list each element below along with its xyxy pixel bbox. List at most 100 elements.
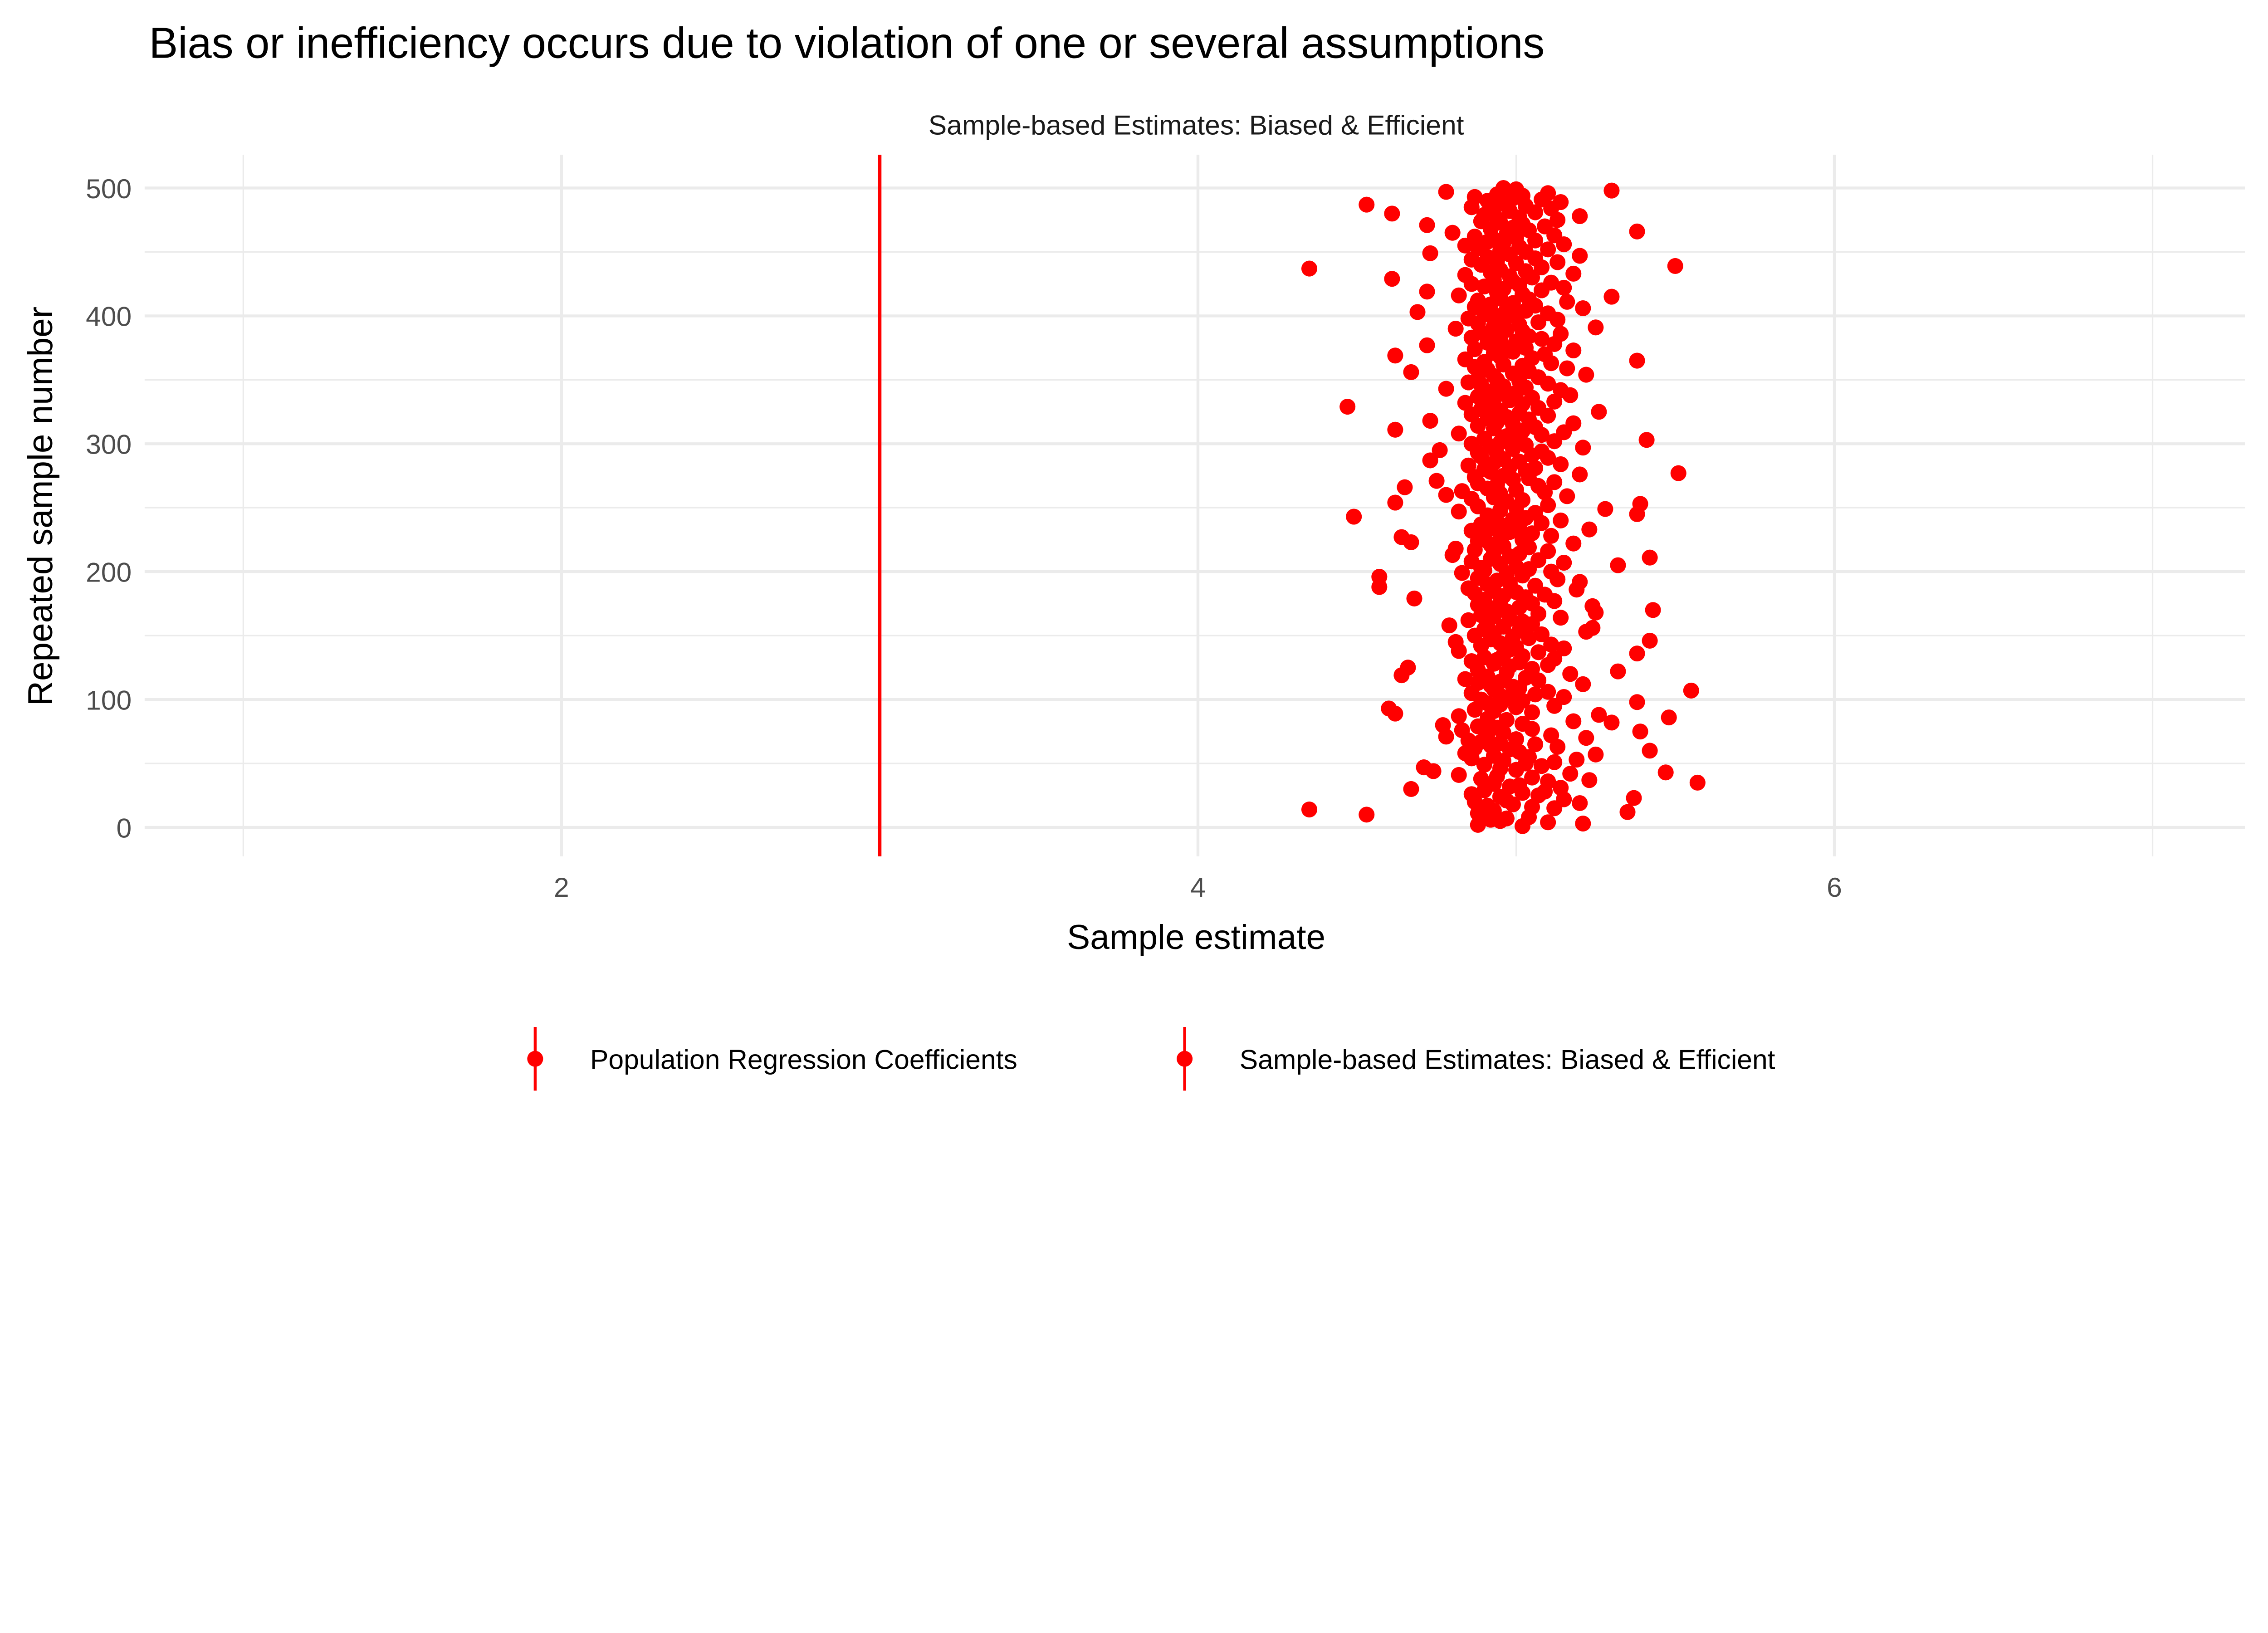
sample-estimate-point [1537,218,1553,235]
sample-estimate-point [1638,432,1655,448]
sample-estimate-point [1543,528,1559,544]
sample-estimate-point [1476,430,1492,447]
sample-estimate-point [1447,540,1464,557]
sample-estimate-point [1543,274,1559,291]
sample-estimate-point [1435,717,1451,733]
sample-estimate-point [1463,653,1480,670]
sample-estimate-point [1581,772,1598,788]
sample-estimate-point [1301,802,1318,818]
sample-estimate-point [1565,342,1582,359]
sample-estimate-point [1514,693,1531,709]
legend-key-point [527,1051,543,1067]
sample-estimate-point [1543,727,1559,743]
y-axis-ticks: 0 100 200 300 400 500 [86,173,132,844]
sample-estimate-point [1540,814,1556,831]
sample-estimate-point [1498,712,1515,728]
sample-estimate-point [1419,217,1435,233]
legend: Population Regression Coefficients Sampl… [527,1027,1775,1091]
legend-key-point [1177,1051,1193,1067]
sample-estimate-point [1610,557,1626,573]
legend-item-population[interactable]: Population Regression Coefficients [527,1027,1017,1091]
y-tick-label: 0 [116,812,132,843]
scatter-chart: Bias or inefficiency occurs due to viola… [21,19,2245,1091]
chart-title: Bias or inefficiency occurs due to viola… [149,19,1545,68]
sample-estimate-point [1556,689,1572,705]
sample-estimate-point [1588,746,1604,763]
sample-estimate-point [1454,565,1470,581]
sample-estimate-point [1591,404,1607,420]
x-tick-label: 6 [1827,872,1842,903]
sample-estimate-point [1645,602,1661,618]
sample-estimate-point [1457,395,1473,411]
sample-estimate-point [1556,554,1572,571]
sample-estimate-point [1384,205,1400,222]
sample-estimate-point [1508,731,1525,748]
sample-estimate-point [1381,700,1397,717]
sample-estimate-point [1572,248,1588,264]
sample-estimate-point [1524,660,1540,677]
x-axis-label: Sample estimate [1067,918,1325,957]
sample-estimate-point [1540,497,1556,513]
sample-estimate-point [1527,736,1544,753]
sample-estimate-point [1575,676,1591,692]
sample-estimate-point [1514,613,1531,630]
sample-estimate-point [1584,598,1601,614]
sample-estimate-point [1511,777,1528,793]
sample-estimate-point [1451,504,1467,520]
sample-estimate-point [1575,300,1591,317]
sample-estimate-point [1301,260,1318,277]
sample-estimate-point [1438,487,1454,503]
sample-estimate-point [1508,181,1525,197]
sample-estimate-point [1540,185,1556,201]
sample-estimate-point [1572,574,1588,590]
sample-estimate-point [1626,790,1642,806]
sample-estimate-point [1403,781,1419,797]
legend-label-sample-estimates: Sample-based Estimates: Biased & Efficie… [1240,1044,1775,1075]
sample-estimate-point [1619,804,1636,820]
sample-estimate-point [1578,730,1594,746]
sample-estimate-point [1409,304,1426,320]
sample-estimate-point [1463,435,1480,452]
sample-estimate-point [1572,208,1588,225]
sample-estimate-point [1540,684,1556,700]
panel-subtitle: Sample-based Estimates: Biased & Efficie… [929,110,1464,141]
sample-estimate-point [1527,577,1544,594]
sample-estimate-point [1629,223,1645,240]
sample-estimate-point [1359,196,1375,213]
y-tick-label: 200 [86,557,132,588]
sample-estimate-point [1428,473,1445,489]
x-axis-ticks: 2 4 6 [554,872,1842,903]
sample-estimate-point [1393,529,1410,545]
sample-estimate-point [1534,626,1550,642]
sample-estimate-point [1549,254,1566,270]
sample-estimate-point [1419,337,1435,353]
sample-estimate-point [1451,708,1467,724]
sample-estimate-point [1553,194,1569,210]
sample-estimate-point [1466,229,1483,245]
sample-estimate-point [1553,512,1569,528]
sample-estimate-point [1540,543,1556,559]
sample-estimate-point [1642,743,1658,759]
y-tick-label: 400 [86,301,132,332]
sample-estimate-point [1689,774,1706,791]
sample-estimate-point [1422,413,1438,429]
sample-estimate-point [1553,382,1569,398]
sample-estimate-point [1422,452,1438,469]
sample-estimate-point [1534,331,1550,347]
sample-estimate-point [1457,351,1473,367]
sample-estimate-point [1460,457,1476,474]
sample-estimate-point [1553,780,1569,796]
sample-estimate-point [1403,364,1419,380]
sample-estimate-point [1556,279,1572,296]
sample-estimate-point [1610,663,1626,680]
y-tick-label: 300 [86,429,132,460]
sample-estimate-point [1387,347,1403,364]
sample-estimate-point [1565,415,1582,431]
legend-item-sample-estimates[interactable]: Sample-based Estimates: Biased & Efficie… [1177,1027,1775,1091]
sample-estimate-point [1575,440,1591,456]
sample-estimate-point [1384,271,1400,287]
sample-estimate-point [1432,442,1448,458]
sample-estimate-point [1581,521,1598,538]
sample-estimate-point [1438,381,1454,397]
sample-estimate-point [1371,568,1388,585]
